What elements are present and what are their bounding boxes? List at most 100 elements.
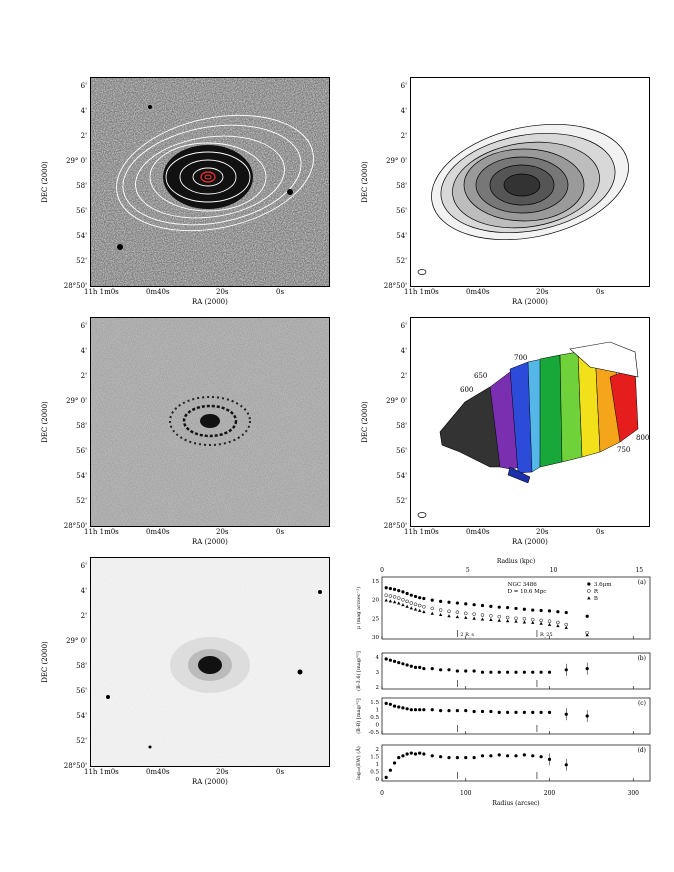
data-point [392, 704, 397, 708]
data-point [422, 596, 426, 601]
ra-tick-label: 0m40s [146, 528, 170, 536]
dec-tick-label: 28°50' [63, 522, 87, 530]
panel-halpha [90, 317, 330, 527]
dec-tick-label: 56' [396, 207, 407, 215]
ra-tick-label: 11h 1m0s [84, 288, 119, 296]
ra-axis-label: RA (2000) [512, 298, 548, 306]
legend-b: B [594, 596, 598, 602]
data-point [497, 618, 501, 622]
profile-figure: Radius (kpc) 0 5 10 15 Radius (arcsec) 0 100 200… [330, 555, 674, 810]
data-point [430, 611, 434, 615]
data-point [401, 603, 405, 607]
y-tick-label: 1 [376, 762, 380, 768]
ra-tick-label: 20s [536, 288, 549, 296]
data-point [464, 756, 468, 760]
y-tick-label: 1.5 [370, 700, 379, 706]
data-point [455, 615, 460, 619]
vel-contour-label: 750 [617, 446, 631, 454]
ra-axis-label: RA (2000) [192, 298, 228, 306]
data-point [384, 593, 388, 597]
data-point [413, 594, 418, 599]
top-tick-label: 10 [550, 567, 558, 574]
data-point [522, 753, 526, 757]
plot-frame [381, 576, 651, 640]
data-point [547, 622, 552, 626]
data-point [514, 754, 518, 758]
dec-tick-label: 56' [76, 447, 87, 455]
dec-tick-label: 52' [76, 257, 87, 265]
legend-distance: D = 10.6 Mpc [508, 589, 547, 595]
data-point [417, 603, 422, 608]
panel-irac-image [90, 557, 330, 767]
data-point [447, 609, 451, 614]
data-point [539, 710, 543, 714]
data-point [531, 670, 535, 674]
panel-optical-hi-contours [90, 77, 330, 287]
ra-tick-label: 0s [276, 288, 285, 296]
y-tick-label: 3 [376, 670, 380, 676]
data-point [430, 606, 434, 611]
data-point [514, 606, 518, 611]
data-point [585, 614, 589, 618]
data-point [539, 755, 543, 759]
data-point [531, 754, 535, 758]
dec-tick-label: 54' [396, 472, 407, 480]
data-point [388, 658, 392, 662]
data-point [388, 599, 393, 603]
dec-tick-label: 52' [396, 257, 407, 265]
data-point [405, 663, 409, 667]
data-point [472, 669, 476, 673]
data-point [480, 613, 485, 617]
data-point [480, 709, 485, 714]
dec-tick-label: 6' [80, 562, 87, 570]
data-point [447, 668, 451, 672]
data-point [392, 659, 397, 663]
dec-tick-label: 4' [80, 587, 87, 595]
ra-tick-label: 0m40s [146, 768, 170, 776]
dec-tick-label: 2' [400, 372, 407, 380]
data-point [522, 670, 526, 674]
panel-image [410, 317, 650, 527]
dec-tick-label: 52' [396, 497, 407, 505]
y-tick-label: 2 [376, 685, 380, 691]
data-point [409, 664, 413, 668]
data-point [384, 598, 388, 602]
data-point [447, 600, 451, 604]
data-point [405, 707, 409, 711]
data-point [455, 669, 459, 673]
data-point [401, 597, 405, 602]
data-point [418, 708, 422, 712]
data-point [397, 601, 401, 605]
top-tick-label: 5 [466, 567, 470, 574]
legend-marker [587, 582, 591, 586]
y-axis-label: μ (mag arcsec⁻²) [355, 587, 362, 629]
dec-tick-label: 4' [400, 107, 407, 115]
data-point [464, 709, 468, 713]
y-tick-label: 2 [376, 747, 380, 753]
data-point [564, 625, 568, 629]
ra-tick-label: 20s [536, 528, 549, 536]
data-point [439, 709, 443, 713]
plot-frame [381, 697, 651, 735]
data-point [418, 665, 422, 669]
dec-tick-label: 54' [76, 472, 87, 480]
data-point [480, 603, 485, 608]
data-point [418, 751, 422, 755]
legend-3p6: 3.6μm [594, 582, 612, 588]
dec-tick-label: 2' [80, 132, 87, 140]
data-point [455, 610, 460, 614]
data-point [397, 661, 401, 665]
dec-tick-label: 4' [400, 347, 407, 355]
dec-tick-label: 56' [76, 207, 87, 215]
data-point [422, 708, 426, 712]
dec-tick-label: 52' [76, 737, 87, 745]
data-point [447, 709, 451, 713]
data-point [531, 620, 535, 624]
data-point [388, 594, 393, 598]
data-point [413, 607, 418, 611]
data-point [564, 610, 568, 615]
panel-frame [90, 317, 330, 527]
dec-axis-label: DEC (2000) [41, 161, 49, 203]
data-point [397, 596, 401, 600]
dec-tick-label: 28°50' [63, 762, 87, 770]
